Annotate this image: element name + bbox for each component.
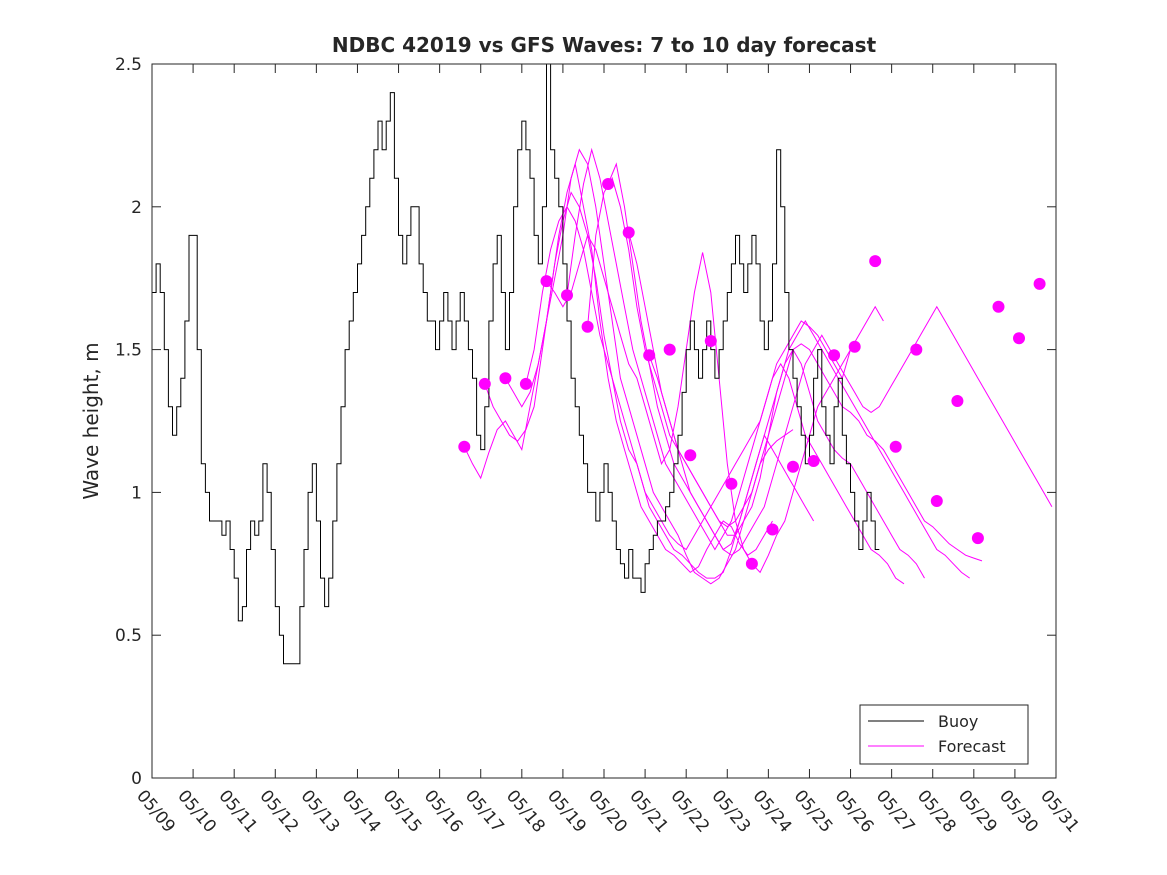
- y-tick-label: 2: [131, 198, 142, 218]
- legend-box: [859, 704, 1029, 765]
- forecast-marker-27: [992, 300, 1005, 313]
- forecast-line-4: [525, 205, 815, 579]
- forecast-marker-20: [848, 340, 861, 353]
- y-tick-label: 1.5: [115, 341, 142, 361]
- forecast-marker-10: [643, 349, 656, 362]
- forecast-line-9: [628, 232, 983, 562]
- forecast-marker-22: [889, 440, 902, 453]
- forecast-marker-12: [684, 449, 697, 462]
- forecast-line-10: [648, 305, 1053, 556]
- y-tick-label: 2.5: [115, 55, 142, 75]
- plot-area: [151, 63, 1057, 779]
- forecast-marker-1: [458, 440, 471, 453]
- forecast-marker-25: [951, 395, 964, 407]
- forecast-marker-3: [499, 372, 512, 385]
- forecast-marker-11: [663, 343, 676, 356]
- forecast-marker-8: [602, 178, 615, 190]
- forecast-marker-9: [622, 226, 635, 239]
- forecast-marker-28: [1013, 332, 1025, 345]
- forecast-marker-17: [787, 460, 799, 473]
- legend: Buoy Forecast: [859, 704, 1029, 765]
- legend-buoy-label: Buoy: [938, 712, 978, 731]
- forecast-line-5: [546, 234, 884, 574]
- legend-forecast-label: Forecast: [938, 737, 1006, 756]
- forecast-marker-6: [561, 289, 573, 302]
- forecast-marker-16: [766, 523, 779, 536]
- forecast-line-7: [587, 176, 925, 579]
- forecast-marker-24: [930, 495, 943, 507]
- forecast-marker-7: [581, 320, 594, 333]
- forecast-line-6: [566, 147, 905, 585]
- y-axis-label: Wave height, m: [79, 342, 103, 499]
- buoy-line-group: [152, 63, 880, 665]
- forecast-marker-19: [828, 349, 841, 362]
- forecast-marker-21: [869, 255, 882, 268]
- forecast-marker-18: [807, 455, 820, 467]
- forecast-markers: [458, 178, 1046, 570]
- chart-title: NDBC 42019 vs GFS Waves: 7 to 10 day for…: [332, 33, 877, 57]
- forecast-marker-2: [478, 377, 491, 390]
- forecast-marker-23: [910, 343, 923, 356]
- plot-background: [152, 64, 1056, 778]
- forecast-marker-5: [540, 275, 553, 288]
- y-tick-label: 0.5: [115, 626, 142, 646]
- forecast-line-2: [484, 163, 773, 574]
- buoy-line: [152, 63, 880, 665]
- forecast-marker-4: [519, 377, 532, 390]
- forecast-marker-15: [745, 557, 758, 570]
- y-axis-ticks: 0 0.5 1 1.5 2 2.5: [115, 55, 1056, 789]
- forecast-line-3: [504, 148, 794, 585]
- y-tick-label: 1: [131, 483, 142, 503]
- forecast-line-1: [463, 191, 851, 551]
- forecast-marker-14: [725, 477, 738, 490]
- forecast-marker-26: [971, 532, 984, 545]
- forecast-lines: [463, 147, 1053, 585]
- y-tick-label: 0: [131, 769, 142, 789]
- forecast-marker-13: [704, 335, 717, 347]
- forecast-marker-29: [1033, 277, 1046, 290]
